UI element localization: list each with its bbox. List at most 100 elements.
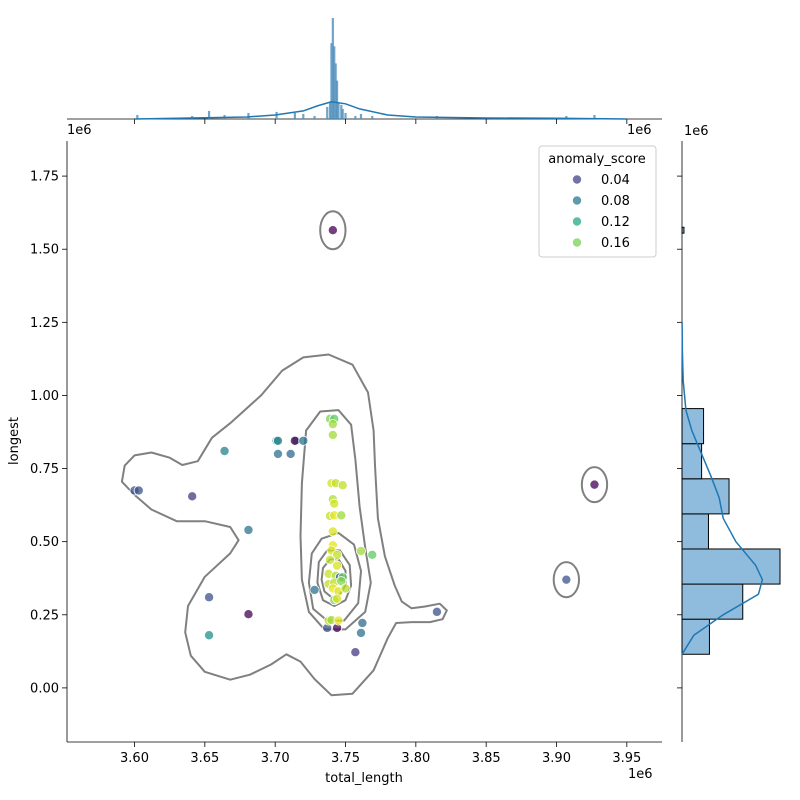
scatter-point xyxy=(133,485,144,496)
legend-marker xyxy=(572,195,583,206)
scatter-point xyxy=(357,617,368,628)
scatter-point xyxy=(329,498,340,509)
legend-label: 0.12 xyxy=(601,215,630,230)
x-tick-label: 3.70 xyxy=(261,751,290,766)
x-tick-label: 3.95 xyxy=(612,751,641,766)
top-marginal-bar xyxy=(207,110,211,119)
top-marginal-bar xyxy=(341,108,344,119)
scatter-point xyxy=(327,526,338,537)
top-marginal-histogram xyxy=(67,18,662,124)
scatter-point xyxy=(350,647,361,658)
scatter-point xyxy=(243,609,254,620)
x-tick-label: 3.80 xyxy=(401,751,430,766)
right-marginal-bar xyxy=(681,548,781,585)
legend-title: anomaly_score xyxy=(548,152,646,167)
top-marginal-bar xyxy=(593,114,596,119)
top-marginal-bar xyxy=(340,104,343,119)
x-tick-label: 3.90 xyxy=(542,751,571,766)
scatter-point xyxy=(204,592,215,603)
legend-label: 0.04 xyxy=(601,173,630,188)
y-tick-label: 0.25 xyxy=(30,608,59,623)
scatter-point xyxy=(355,627,366,638)
legend-marker xyxy=(572,237,583,248)
scatter-point xyxy=(285,448,296,459)
x-tick-label: 3.85 xyxy=(472,751,501,766)
right-marginal-bar xyxy=(681,583,744,620)
x-axis-label: total_length xyxy=(325,771,403,786)
y-axis-label: longest xyxy=(7,417,22,465)
scatter-points xyxy=(129,225,600,658)
legend-entries: 0.04 0.08 0.12 0.16 xyxy=(572,173,630,251)
y-tick-label: 1.75 xyxy=(30,170,59,185)
scatter-point xyxy=(367,549,378,560)
y-offset-label-right: 1e6 xyxy=(684,124,709,139)
scatter-point xyxy=(333,615,344,626)
legend-marker xyxy=(572,174,583,185)
x-offset-label-bottom: 1e6 xyxy=(628,767,653,782)
top-marginal-bar xyxy=(335,80,339,119)
top-marginal-bar xyxy=(302,113,305,119)
scatter-point xyxy=(219,446,230,457)
top-marginal-bar xyxy=(334,63,337,119)
main-axes: 3.60 3.65 3.70 3.75 3.80 3.85 3.90 3.95 0.00 0.25… xyxy=(30,141,662,766)
top-marginal-bar xyxy=(565,115,568,119)
top-marginal-bar xyxy=(293,112,296,119)
top-marginal-bar xyxy=(337,102,340,119)
legend-frame xyxy=(538,145,657,258)
scatter-point xyxy=(337,480,348,491)
scatter-point xyxy=(336,576,347,587)
legend-label: 0.16 xyxy=(601,236,630,251)
top-marginal-bar xyxy=(136,114,139,119)
top-marginal-bar xyxy=(326,106,329,119)
scatter-point xyxy=(325,554,336,565)
right-marginal-bar xyxy=(681,513,709,550)
top-marginal-bar xyxy=(328,102,332,119)
top-marginal-bar xyxy=(331,18,334,119)
top-marginal-bar xyxy=(333,46,336,119)
y-tick-label: 0.75 xyxy=(30,462,59,477)
x-tick-label: 3.75 xyxy=(331,751,360,766)
scatter-point xyxy=(589,479,600,490)
scatter-point xyxy=(309,584,320,595)
kde-contour-level-2 xyxy=(299,409,372,631)
y-tick-label: 0.00 xyxy=(30,681,59,696)
x-offset-label-top: 1e6 xyxy=(67,123,92,138)
y-tick-label: 0.50 xyxy=(30,535,59,550)
scatter-point xyxy=(332,549,343,560)
kde-contour-island-right-lower xyxy=(552,561,581,599)
right-marginal-histogram xyxy=(677,141,781,742)
y-tick-label: 1.50 xyxy=(30,243,59,258)
scatter-point xyxy=(327,419,338,430)
x-tick-label: 3.60 xyxy=(120,751,149,766)
right-marginal-bar xyxy=(681,443,703,480)
legend-marker xyxy=(572,216,583,227)
scatter-point xyxy=(327,429,338,440)
x-tick-label: 3.65 xyxy=(190,751,219,766)
scatter-point xyxy=(340,583,351,594)
right-marginal-bar xyxy=(681,408,705,445)
scatter-point xyxy=(332,560,343,571)
scatter-point xyxy=(327,225,338,236)
y-tick-label: 1.00 xyxy=(30,389,59,404)
right-marginal-bar xyxy=(681,226,685,234)
scatter-point xyxy=(561,574,572,585)
kde-contour-island-right-upper xyxy=(580,466,609,504)
top-marginal-bar xyxy=(344,112,347,119)
x-offset-label-top-right: 1e6 xyxy=(627,123,652,138)
scatter-point xyxy=(204,630,215,641)
scatter-point xyxy=(332,593,343,604)
main-scatter-panel: 3.60 3.65 3.70 3.75 3.80 3.85 3.90 3.95 0.00 0.25… xyxy=(30,141,662,766)
top-marginal-bar xyxy=(247,112,250,119)
top-marginal-bar xyxy=(330,43,333,119)
kde-contour-island-top xyxy=(319,210,347,251)
legend-label: 0.08 xyxy=(601,194,630,209)
scatter-point xyxy=(355,546,366,557)
scatter-point xyxy=(187,491,198,502)
scatter-point xyxy=(289,435,300,446)
scatter-point xyxy=(243,524,254,535)
top-marginal-kde xyxy=(134,101,627,120)
top-marginal-bar xyxy=(354,115,357,119)
scatter-point xyxy=(431,606,442,617)
kde-contour-level-1 xyxy=(120,353,448,697)
